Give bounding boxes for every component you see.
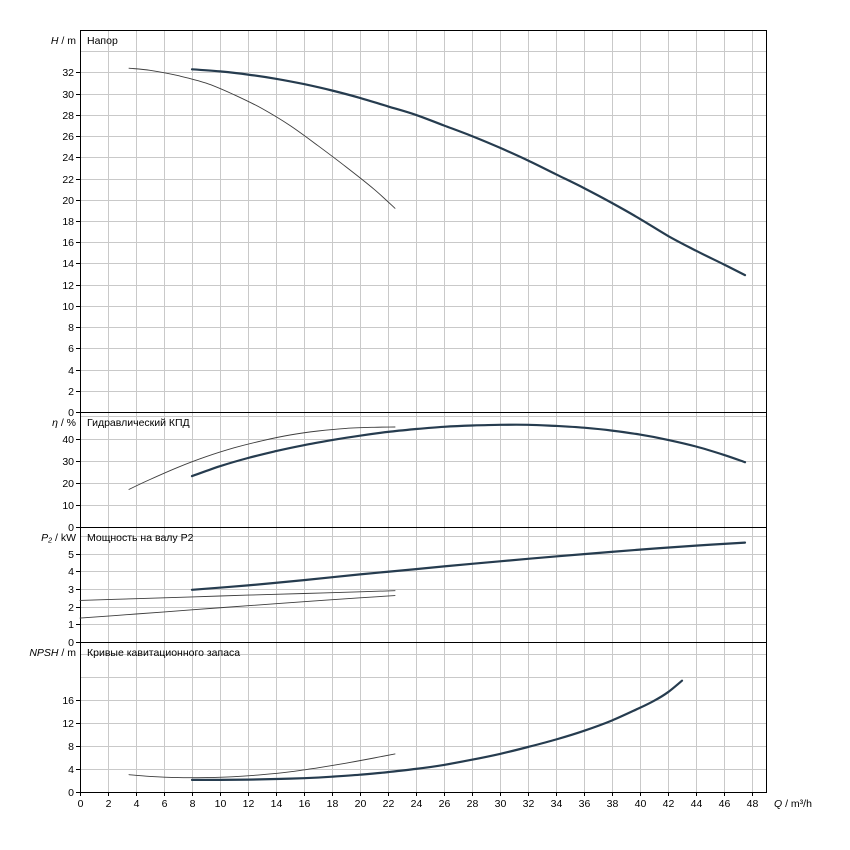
y-tick-label: 0: [68, 407, 74, 419]
y-tick-label: 4: [68, 764, 74, 776]
x-tick-label: 28: [467, 798, 479, 810]
y-tick-label: 30: [62, 456, 74, 468]
y-tick-label: 18: [62, 216, 74, 228]
y-tick-label: 4: [68, 566, 74, 578]
y-axis-unit-power: P₂ / kW: [41, 532, 76, 544]
y-tick-label: 26: [62, 131, 74, 143]
curve-power-curve-upper-min: [79, 590, 396, 601]
y-tick-label: 30: [62, 89, 74, 101]
chart-title-efficiency: Гидравлический КПД: [87, 417, 190, 429]
gridlines-efficiency: [80, 412, 766, 527]
y-tick-label: 1: [68, 619, 74, 631]
plot-frame-efficiency: [80, 412, 767, 528]
x-tick-label: 36: [579, 798, 591, 810]
x-tick-label: 2: [106, 798, 112, 810]
y-tick-label: 5: [68, 549, 74, 561]
chart-title-power: Мощность на валу P2: [87, 532, 194, 544]
gridlines-power: [80, 527, 766, 642]
x-tick-label: 38: [607, 798, 619, 810]
y-tick-label: 12: [62, 280, 74, 292]
y-ticks-npsh: [76, 700, 80, 793]
x-tick-label: 12: [243, 798, 255, 810]
curve-efficiency-curve: [190, 423, 747, 478]
x-tick-label: 34: [551, 798, 563, 810]
x-tick-label: 44: [691, 798, 703, 810]
y-ticks-head: [76, 72, 80, 413]
curve-power-curve: [190, 541, 747, 591]
y-tick-labels-power: 0 1 2 3 4 5: [68, 549, 74, 649]
x-tick-label: 24: [411, 798, 423, 810]
x-tick-label: 8: [190, 798, 196, 810]
y-tick-label: 14: [62, 258, 74, 270]
x-tick-label: 40: [635, 798, 647, 810]
y-axis-unit-npsh: NPSH / m: [29, 647, 76, 659]
curve-head-curve: [190, 68, 747, 277]
y-tick-labels-npsh: 0 4 8 12 16: [62, 695, 74, 799]
y-tick-label: 0: [68, 522, 74, 534]
x-tick-label: 4: [134, 798, 140, 810]
x-tick-label: 14: [271, 798, 283, 810]
y-axis-unit-efficiency: η / %: [52, 417, 76, 429]
chart-title-head: Напор: [87, 35, 118, 47]
chart-efficiency: 0 10 20 30 40 Гидравлический КПД η / %: [52, 412, 767, 534]
y-tick-label: 10: [62, 301, 74, 313]
curve-power-curve-lower-min: [79, 595, 396, 619]
y-tick-label: 2: [68, 386, 74, 398]
chart-title-npsh: Кривые кавитационного запаса: [87, 647, 240, 659]
y-tick-label: 10: [62, 500, 74, 512]
y-tick-label: 16: [62, 695, 74, 707]
x-tick-label: 16: [299, 798, 311, 810]
x-tick-label: 0: [78, 798, 84, 810]
curve-npsh-curve: [190, 679, 684, 782]
plot-frame-power: [80, 527, 767, 643]
x-tick-label: 42: [663, 798, 675, 810]
y-tick-label: 12: [62, 718, 74, 730]
y-tick-label: 20: [62, 478, 74, 490]
y-tick-label: 32: [62, 67, 74, 79]
x-tick-label: 6: [162, 798, 168, 810]
y-tick-label: 6: [68, 343, 74, 355]
y-ticks-efficiency: [76, 439, 80, 528]
y-tick-label: 20: [62, 195, 74, 207]
x-tick-label: 10: [215, 798, 227, 810]
x-tick-label: 18: [327, 798, 339, 810]
chart-power: 0 1 2 3 4 5 Мощность на валу P2 P₂ / kW: [41, 527, 767, 649]
gridlines-head: [80, 30, 766, 412]
x-tick-label: 46: [719, 798, 731, 810]
x-tick-label: 48: [747, 798, 759, 810]
x-tick-label: 22: [383, 798, 395, 810]
y-axis-unit-head: H / m: [51, 35, 76, 47]
x-axis-unit: Q / m³/h: [774, 798, 812, 810]
y-tick-label: 0: [68, 637, 74, 649]
y-tick-label: 24: [62, 152, 74, 164]
x-tick-label: 30: [495, 798, 507, 810]
y-tick-label: 22: [62, 174, 74, 186]
y-tick-labels-efficiency: 0 10 20 30 40: [62, 434, 74, 534]
x-tick-label: 26: [439, 798, 451, 810]
y-ticks-power: [76, 554, 80, 643]
y-tick-label: 0: [68, 787, 74, 799]
x-axis: 0 2 4 6 8 10 12 14 16 18 20 22 24 26 28 30 32 34 36 38 40 42 4…: [78, 792, 812, 810]
curve-efficiency-curve-min: [128, 426, 396, 490]
y-tick-label: 28: [62, 110, 74, 122]
gridlines-npsh: [80, 642, 766, 792]
curve-head-curve-min: [128, 67, 396, 209]
y-tick-label: 8: [68, 741, 74, 753]
y-tick-label: 40: [62, 434, 74, 446]
x-tick-label: 20: [355, 798, 367, 810]
y-tick-label: 8: [68, 322, 74, 334]
y-tick-label: 16: [62, 237, 74, 249]
y-tick-label: 4: [68, 365, 74, 377]
curve-npsh-curve-min: [128, 753, 396, 779]
y-tick-label: 2: [68, 602, 74, 614]
y-tick-label: 3: [68, 584, 74, 596]
chart-npsh: 0 4 8 12 16 Кривые кавитационного запаса NPSH …: [29, 642, 767, 799]
plot-frame-npsh: [80, 642, 767, 793]
x-tick-label: 32: [523, 798, 535, 810]
